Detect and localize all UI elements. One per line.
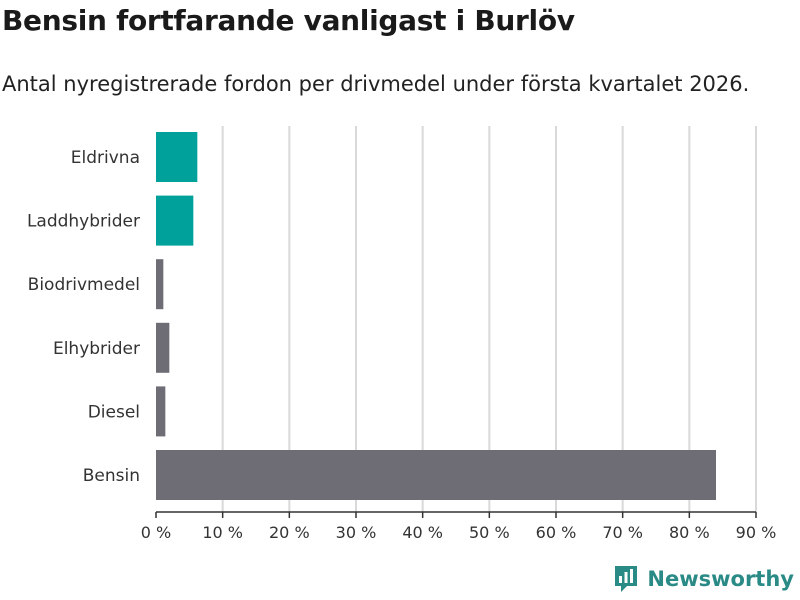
category-label: Diesel xyxy=(88,402,140,422)
category-label: Laddhybrider xyxy=(27,212,140,232)
x-tick-label: 60 % xyxy=(536,523,577,542)
category-labels: Eldrivna Laddhybrider Biodrivmedel Elhybrid… xyxy=(27,148,140,486)
x-tick-label: 30 % xyxy=(336,523,377,542)
x-tick-label: 70 % xyxy=(602,523,643,542)
newsworthy-logo-icon xyxy=(615,566,638,592)
category-label: Biodrivmedel xyxy=(28,275,140,295)
category-label: Bensin xyxy=(83,466,140,486)
x-tick-label: 0 % xyxy=(141,523,171,542)
chart-subtitle: Antal nyregistrerade fordon per drivmede… xyxy=(2,72,750,96)
bar-laddhybrider xyxy=(156,195,194,246)
x-tick-label: 10 % xyxy=(202,523,243,542)
brand-name: Newsworthy xyxy=(647,567,794,591)
bars xyxy=(156,132,716,500)
grid-lines xyxy=(221,126,757,512)
x-tick-label: 80 % xyxy=(669,523,710,542)
brand-logo: Newsworthy xyxy=(613,564,794,594)
bar-eldrivna xyxy=(156,132,198,182)
x-axis: 0 % 10 % 20 % 30 % 40 % 50 % 60 % 70 % 80 % 90 % xyxy=(141,511,777,542)
x-tick-label: 20 % xyxy=(269,523,310,542)
category-label: Eldrivna xyxy=(71,148,140,168)
category-label: Elhybrider xyxy=(53,339,140,359)
chart-title: Bensin fortfarande vanligast i Burlöv xyxy=(2,4,575,37)
bar-bensin xyxy=(156,450,716,500)
bar-biodrivmedel xyxy=(156,259,164,310)
bar-elhybrider xyxy=(156,322,170,373)
x-tick-label: 90 % xyxy=(736,523,777,542)
x-tick-label: 50 % xyxy=(469,523,510,542)
bar-diesel xyxy=(156,386,166,437)
x-tick-label: 40 % xyxy=(402,523,443,542)
